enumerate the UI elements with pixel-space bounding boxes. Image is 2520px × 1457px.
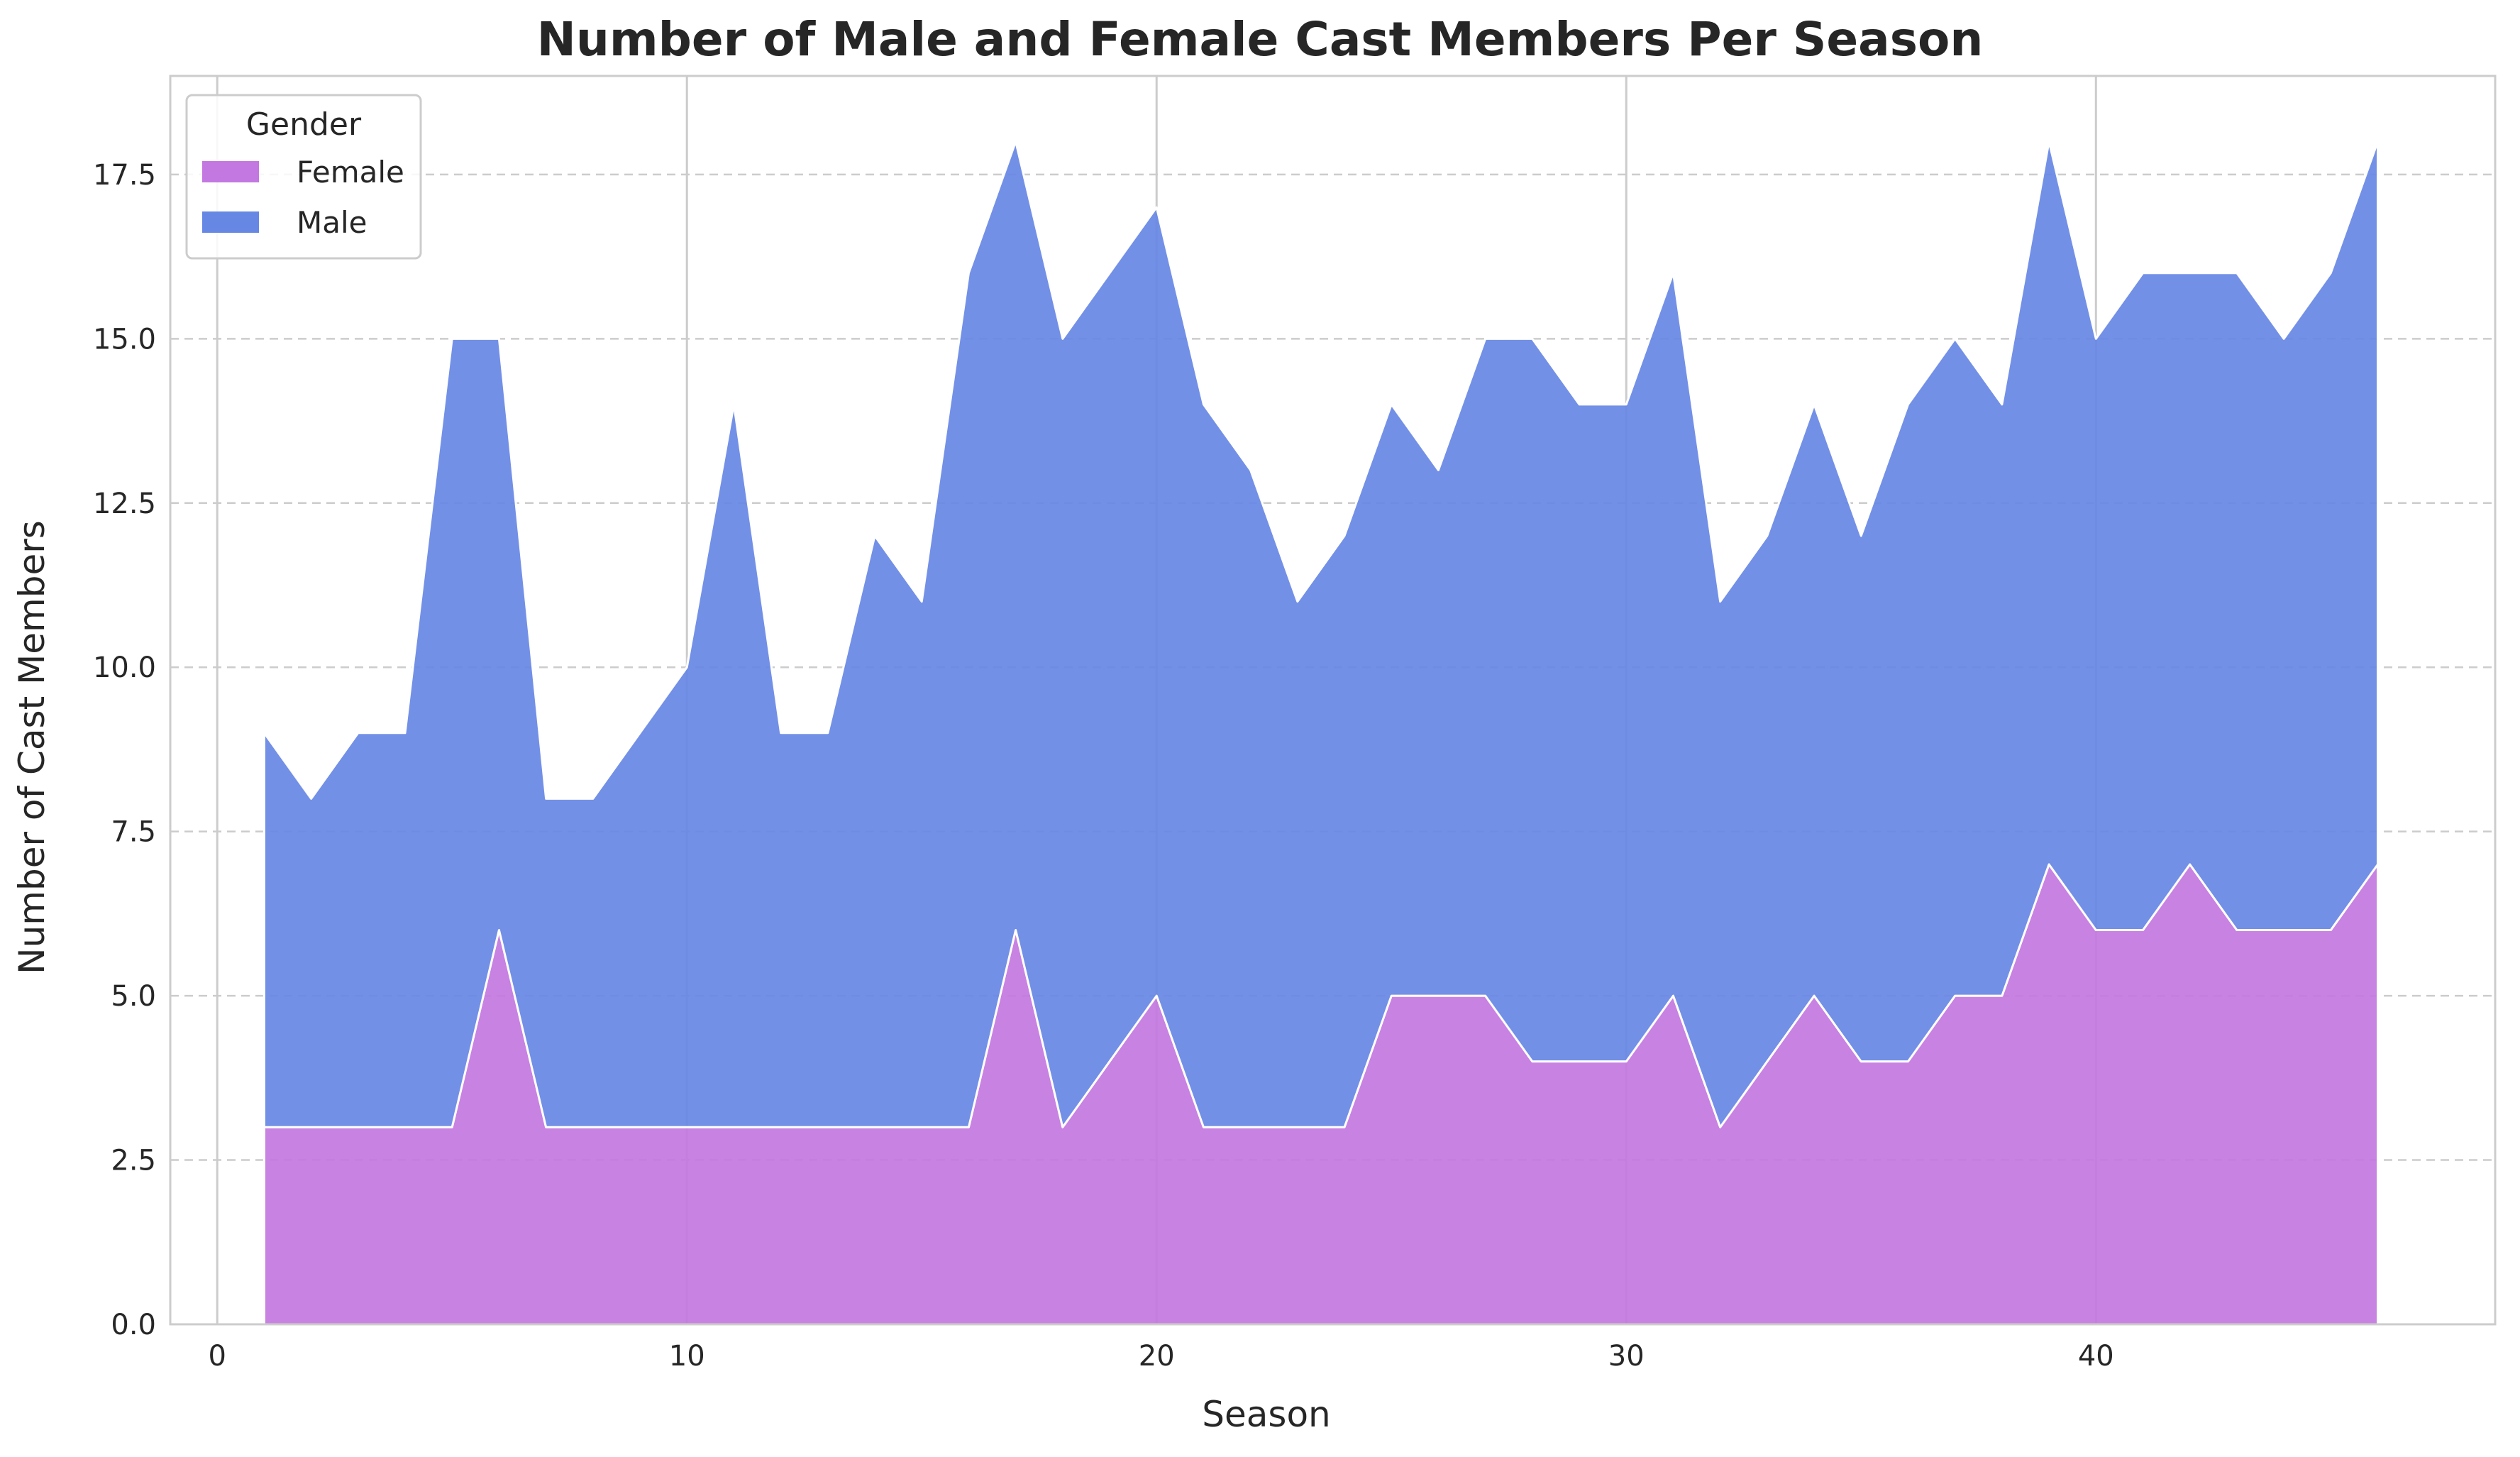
y-tick-label: 0.0 (111, 1309, 156, 1341)
legend: Gender Female Male (185, 94, 422, 260)
y-tick-label: 7.5 (111, 816, 156, 849)
plot-frame (169, 75, 2497, 1326)
x-tick-label: 10 (669, 1340, 705, 1373)
y-axis-label: Number of Cast Members (11, 520, 52, 974)
y-tick-label: 12.5 (93, 488, 156, 520)
legend-swatch-female (202, 161, 259, 182)
legend-swatch-male (202, 211, 259, 233)
x-tick-label: 20 (1139, 1340, 1175, 1373)
legend-label-female: Female (297, 155, 404, 189)
y-tick-label: 5.0 (111, 980, 156, 1013)
x-axis-label: Season (1202, 1394, 1330, 1435)
y-tick-label: 10.0 (93, 651, 156, 684)
area-male (262, 141, 2379, 1128)
y-tick-label: 17.5 (93, 159, 156, 192)
y-tick-label: 15.0 (93, 323, 156, 356)
x-tick-label: 40 (2078, 1340, 2114, 1373)
y-tick-label: 2.5 (111, 1145, 156, 1177)
plot-areas (262, 141, 2379, 1326)
legend-title: Gender (246, 106, 362, 143)
legend-label-male: Male (297, 205, 367, 240)
x-tick-label: 0 (208, 1340, 226, 1373)
chart-title: Number of Male and Female Cast Members P… (537, 12, 1984, 67)
tick-labels: 0 10 20 30 40 0.0 2.5 5.0 7.5 10.0 12.5 15.0 17.5 (93, 159, 2114, 1373)
x-tick-label: 30 (1608, 1340, 1645, 1373)
